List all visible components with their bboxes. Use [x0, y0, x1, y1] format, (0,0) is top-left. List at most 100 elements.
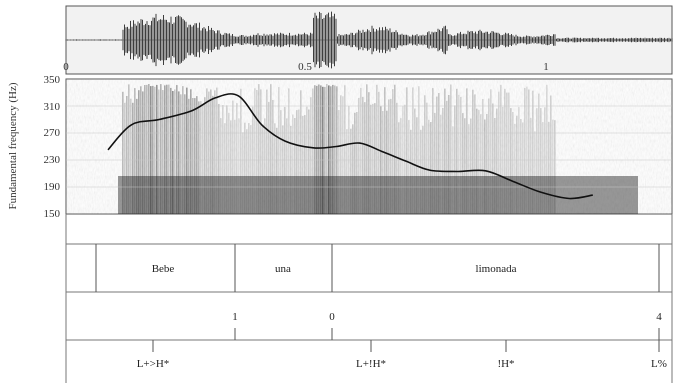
spectrogram-column	[128, 84, 130, 215]
spectrogram-column	[258, 84, 260, 214]
spectrogram-column	[292, 114, 294, 214]
spectrogram-column	[382, 111, 384, 214]
spectrogram-column	[180, 94, 182, 214]
time-tick-0: 0	[63, 61, 69, 73]
spectrogram-column	[508, 92, 510, 214]
spectrogram-column	[530, 117, 532, 214]
spectrogram-column	[372, 103, 374, 214]
spectrogram-column	[370, 104, 372, 214]
spectrogram-column	[186, 87, 188, 214]
spectrogram-column	[190, 89, 192, 214]
spectrogram-column	[316, 85, 318, 215]
break-index-0: 0	[329, 311, 335, 323]
spectrogram-column	[352, 124, 354, 214]
spectrogram-column	[152, 85, 154, 215]
spectrogram-column	[146, 84, 148, 215]
spectrogram-column	[166, 84, 168, 214]
word-tier	[95, 244, 660, 292]
spectrogram-column	[358, 97, 360, 214]
spectrogram-column	[482, 99, 484, 214]
spectrogram-column	[460, 96, 462, 214]
break-index-1: 1	[232, 311, 238, 323]
spectrogram-column	[132, 102, 134, 214]
pitch-tick-230: 230	[44, 154, 61, 166]
spectrogram-column	[386, 110, 388, 214]
spectrogram-column	[344, 85, 346, 214]
spectrogram-column	[384, 87, 386, 214]
spectrogram-column	[154, 86, 156, 214]
spectrogram-column	[262, 124, 264, 214]
spectrogram-column	[168, 84, 170, 214]
time-tick-1: 1	[543, 61, 549, 73]
spectrogram-column	[126, 96, 128, 214]
spectrogram-column	[188, 98, 190, 214]
spectrogram-column	[418, 86, 420, 214]
spectrogram-column	[284, 106, 286, 214]
spectrogram-column	[162, 90, 164, 214]
spectrogram-column	[356, 112, 358, 214]
spectrogram-column	[248, 123, 250, 214]
spectrogram-column	[202, 104, 204, 214]
pitch-tick-190: 190	[44, 181, 61, 193]
spectrogram-column	[504, 88, 506, 214]
spectrogram-column	[448, 95, 450, 214]
spectrogram-column	[338, 110, 340, 214]
spectrogram-column	[246, 129, 248, 214]
spectrogram-column	[308, 109, 310, 214]
spectrogram-column	[298, 109, 300, 214]
spectrogram-column	[442, 108, 444, 214]
spectrogram-column	[228, 112, 230, 214]
spectrogram-column	[134, 88, 136, 214]
spectrogram-column	[496, 108, 498, 214]
spectrogram-column	[280, 110, 282, 214]
spectrogram-column	[318, 84, 320, 214]
spectrogram-column	[326, 84, 328, 214]
spectrogram-column	[278, 87, 280, 214]
spectrogram-column	[458, 94, 460, 214]
pitch-tick-350: 350	[44, 74, 61, 86]
spectrogram-column	[414, 108, 416, 214]
spectrogram-column	[282, 125, 284, 214]
spectrogram-column	[158, 89, 160, 214]
spectrogram-column	[206, 88, 208, 214]
spectrogram-column	[224, 123, 226, 214]
pitch-tick-310: 310	[44, 101, 61, 113]
spectrogram-column	[478, 109, 480, 214]
spectrogram-column	[238, 118, 240, 214]
spectrogram-column	[204, 97, 206, 214]
spectrogram-column	[484, 119, 486, 214]
spectrogram-column	[330, 86, 332, 214]
spectrogram-column	[392, 89, 394, 214]
spectrogram-column	[398, 122, 400, 214]
spectrogram-column	[310, 97, 312, 214]
spectrogram-column	[538, 93, 540, 214]
pitch-tick-150: 150	[44, 208, 61, 220]
spectrogram-column	[510, 108, 512, 214]
pitch-axis: 350 310 270 230 190 150 Fundamental freq…	[7, 74, 61, 220]
spectrogram-column	[220, 118, 222, 214]
spectrogram-column	[400, 118, 402, 214]
spectrogram-column	[306, 106, 308, 214]
spectrogram-column	[432, 88, 434, 214]
spectrogram-column	[196, 96, 198, 214]
spectrogram-column	[200, 101, 202, 214]
spectrogram-column	[252, 106, 254, 214]
spectrogram-column	[512, 112, 514, 214]
annotation-tiers	[65, 214, 673, 383]
spectrogram-column	[436, 96, 438, 214]
pitch-axis-label: Fundamental frequency (Hz)	[7, 82, 19, 209]
spectrogram-column	[314, 85, 316, 214]
spectrogram-column	[470, 118, 472, 214]
spectrogram-column	[534, 131, 536, 214]
spectrogram-column	[548, 121, 550, 214]
spectrogram-column	[268, 101, 270, 214]
spectrogram-column	[240, 88, 242, 214]
f0-contour	[107, 93, 593, 200]
spectrogram-column	[340, 95, 342, 214]
spectrogram-column	[192, 98, 194, 214]
spectrogram-column	[388, 99, 390, 214]
time-tick-05: 0.5	[298, 61, 312, 73]
spectrogram-column	[176, 85, 178, 214]
spectrogram-column	[212, 95, 214, 214]
spectrogram-column	[552, 119, 554, 214]
